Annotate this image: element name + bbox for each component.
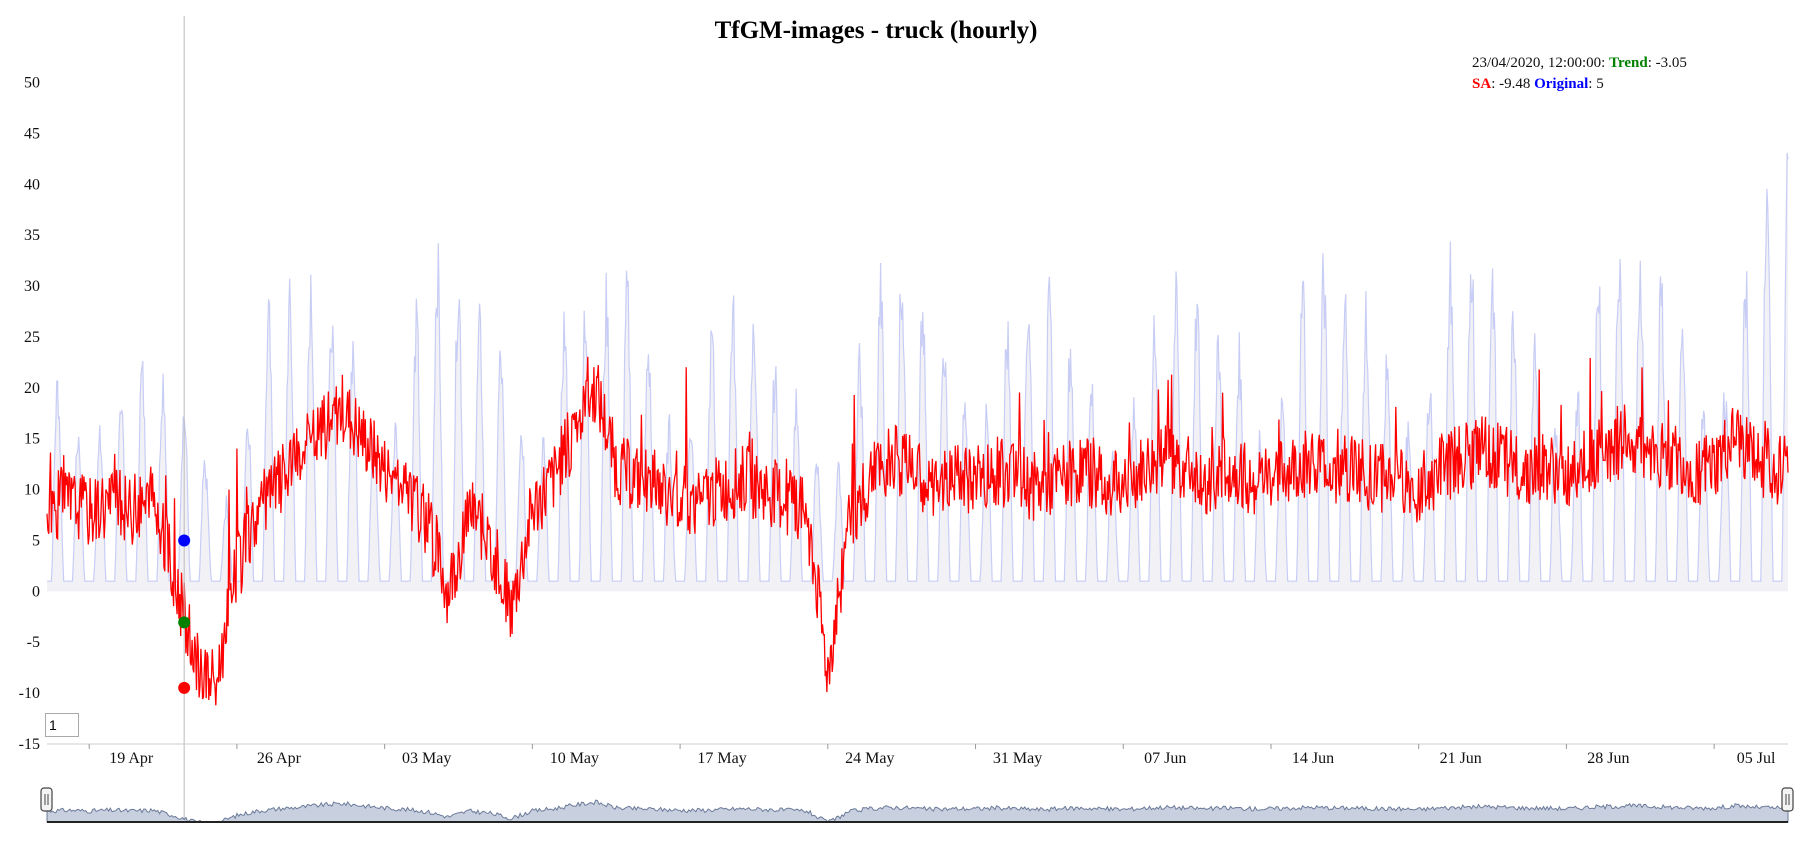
y-tick-label: 5 (32, 532, 40, 549)
x-tick-label: 10 May (550, 750, 599, 767)
hover-timestamp: 23/04/2020, 12:00:00 (1472, 55, 1601, 71)
y-tick-label: 35 (24, 227, 40, 244)
x-tick-label: 05 Jul (1737, 750, 1776, 767)
sa-series-line (46, 356, 1789, 706)
hover-point-sa (178, 681, 191, 694)
x-tick-label: 07 Jun (1144, 750, 1186, 767)
navigator-right-handle[interactable] (1781, 787, 1794, 812)
hover-readout: 23/04/2020, 12:00:00: Trend: -3.05 SA: -… (1472, 55, 1687, 92)
navigator-area (46, 799, 1789, 823)
hover-original-label: Original (1534, 76, 1588, 92)
original-series-area (47, 153, 1788, 592)
y-tick-label: 40 (24, 176, 40, 193)
x-tick-label: 31 May (993, 750, 1042, 767)
plot-area[interactable] (46, 16, 1789, 822)
rolling-period-input[interactable] (45, 713, 79, 737)
hover-trend-label: Trend (1609, 55, 1648, 71)
original-series-line (47, 152, 1789, 582)
y-tick-label: 45 (24, 125, 40, 142)
navigator-left-handle[interactable] (40, 787, 53, 812)
hover-sa-value: -9.48 (1499, 76, 1530, 92)
y-tick-label: 10 (24, 482, 40, 499)
svg-text:23/04/2020, 12:00:00: Trend: -: 23/04/2020, 12:00:00: Trend: -3.05 (1472, 55, 1687, 71)
y-tick-label: -10 (19, 685, 40, 702)
y-tick-label: 15 (24, 431, 40, 448)
y-tick-label: 0 (32, 583, 40, 600)
svg-text:SA: -9.48 Original: 5: SA: -9.48 Original: 5 (1472, 76, 1604, 92)
x-tick-label: 19 Apr (109, 750, 154, 767)
hover-point-trend (178, 616, 191, 629)
y-tick-label: -5 (27, 634, 40, 651)
hover-trend-value: -3.05 (1656, 55, 1687, 71)
hover-original-value: 5 (1596, 76, 1604, 92)
hover-point-original (178, 534, 191, 547)
y-tick-label: 20 (24, 380, 40, 397)
chart-title: TfGM-images - truck (hourly) (715, 17, 1038, 44)
y-tick-label: -15 (19, 736, 40, 753)
range-navigator[interactable] (40, 787, 1794, 823)
x-tick-label: 03 May (402, 750, 451, 767)
hover-sa-label: SA (1472, 76, 1491, 92)
x-tick-label: 17 May (697, 750, 746, 767)
y-tick-label: 25 (24, 329, 40, 346)
y-tick-label: 50 (24, 75, 40, 92)
x-tick-label: 14 Jun (1292, 750, 1334, 767)
x-tick-label: 28 Jun (1587, 750, 1629, 767)
x-tick-label: 21 Jun (1440, 750, 1482, 767)
x-tick-label: 26 Apr (257, 750, 302, 767)
x-tick-label: 24 May (845, 750, 894, 767)
y-tick-label: 30 (24, 278, 40, 295)
